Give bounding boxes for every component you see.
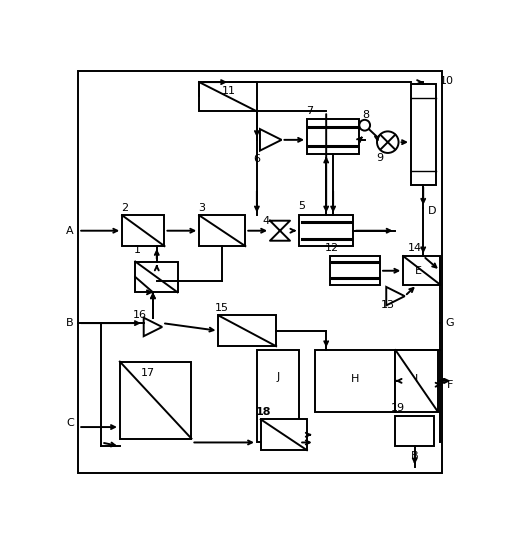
Bar: [120, 362, 191, 439]
Text: 6: 6: [254, 154, 261, 164]
Text: 16: 16: [133, 311, 147, 320]
Bar: [199, 216, 245, 246]
Bar: [395, 350, 438, 412]
Text: 12: 12: [325, 243, 339, 254]
Text: J: J: [277, 372, 280, 382]
Bar: [403, 256, 440, 285]
Bar: [261, 419, 307, 450]
Bar: [315, 350, 395, 412]
Bar: [307, 119, 359, 154]
Text: F: F: [447, 380, 453, 390]
Text: 17: 17: [140, 368, 155, 378]
Bar: [411, 84, 436, 185]
Text: B: B: [66, 318, 74, 328]
Text: 9: 9: [377, 153, 384, 162]
Text: A: A: [66, 226, 74, 236]
Text: G: G: [445, 318, 454, 328]
Bar: [330, 256, 380, 285]
Text: 5: 5: [298, 201, 305, 211]
Bar: [257, 350, 299, 443]
Bar: [122, 216, 165, 246]
Text: 18: 18: [256, 407, 271, 416]
Text: E: E: [415, 266, 422, 276]
Text: I: I: [415, 374, 418, 384]
Bar: [299, 216, 353, 246]
Text: 3: 3: [198, 203, 205, 213]
Bar: [199, 82, 257, 111]
Bar: [395, 415, 434, 446]
Text: 14: 14: [408, 243, 422, 252]
Text: C: C: [66, 418, 74, 428]
Text: 4: 4: [263, 216, 270, 226]
Text: D: D: [428, 206, 436, 217]
Text: 11: 11: [221, 86, 235, 96]
Text: 1: 1: [134, 245, 141, 255]
Text: 19: 19: [391, 403, 405, 413]
Bar: [135, 262, 178, 292]
Text: B: B: [411, 451, 419, 462]
Text: 8: 8: [363, 110, 370, 120]
Text: 2: 2: [121, 203, 128, 213]
Text: H: H: [350, 374, 359, 384]
Circle shape: [359, 120, 370, 131]
Text: 15: 15: [215, 302, 229, 313]
Bar: [218, 315, 276, 346]
Text: 13: 13: [381, 300, 395, 311]
Text: 10: 10: [439, 75, 453, 86]
Text: 7: 7: [306, 106, 313, 116]
